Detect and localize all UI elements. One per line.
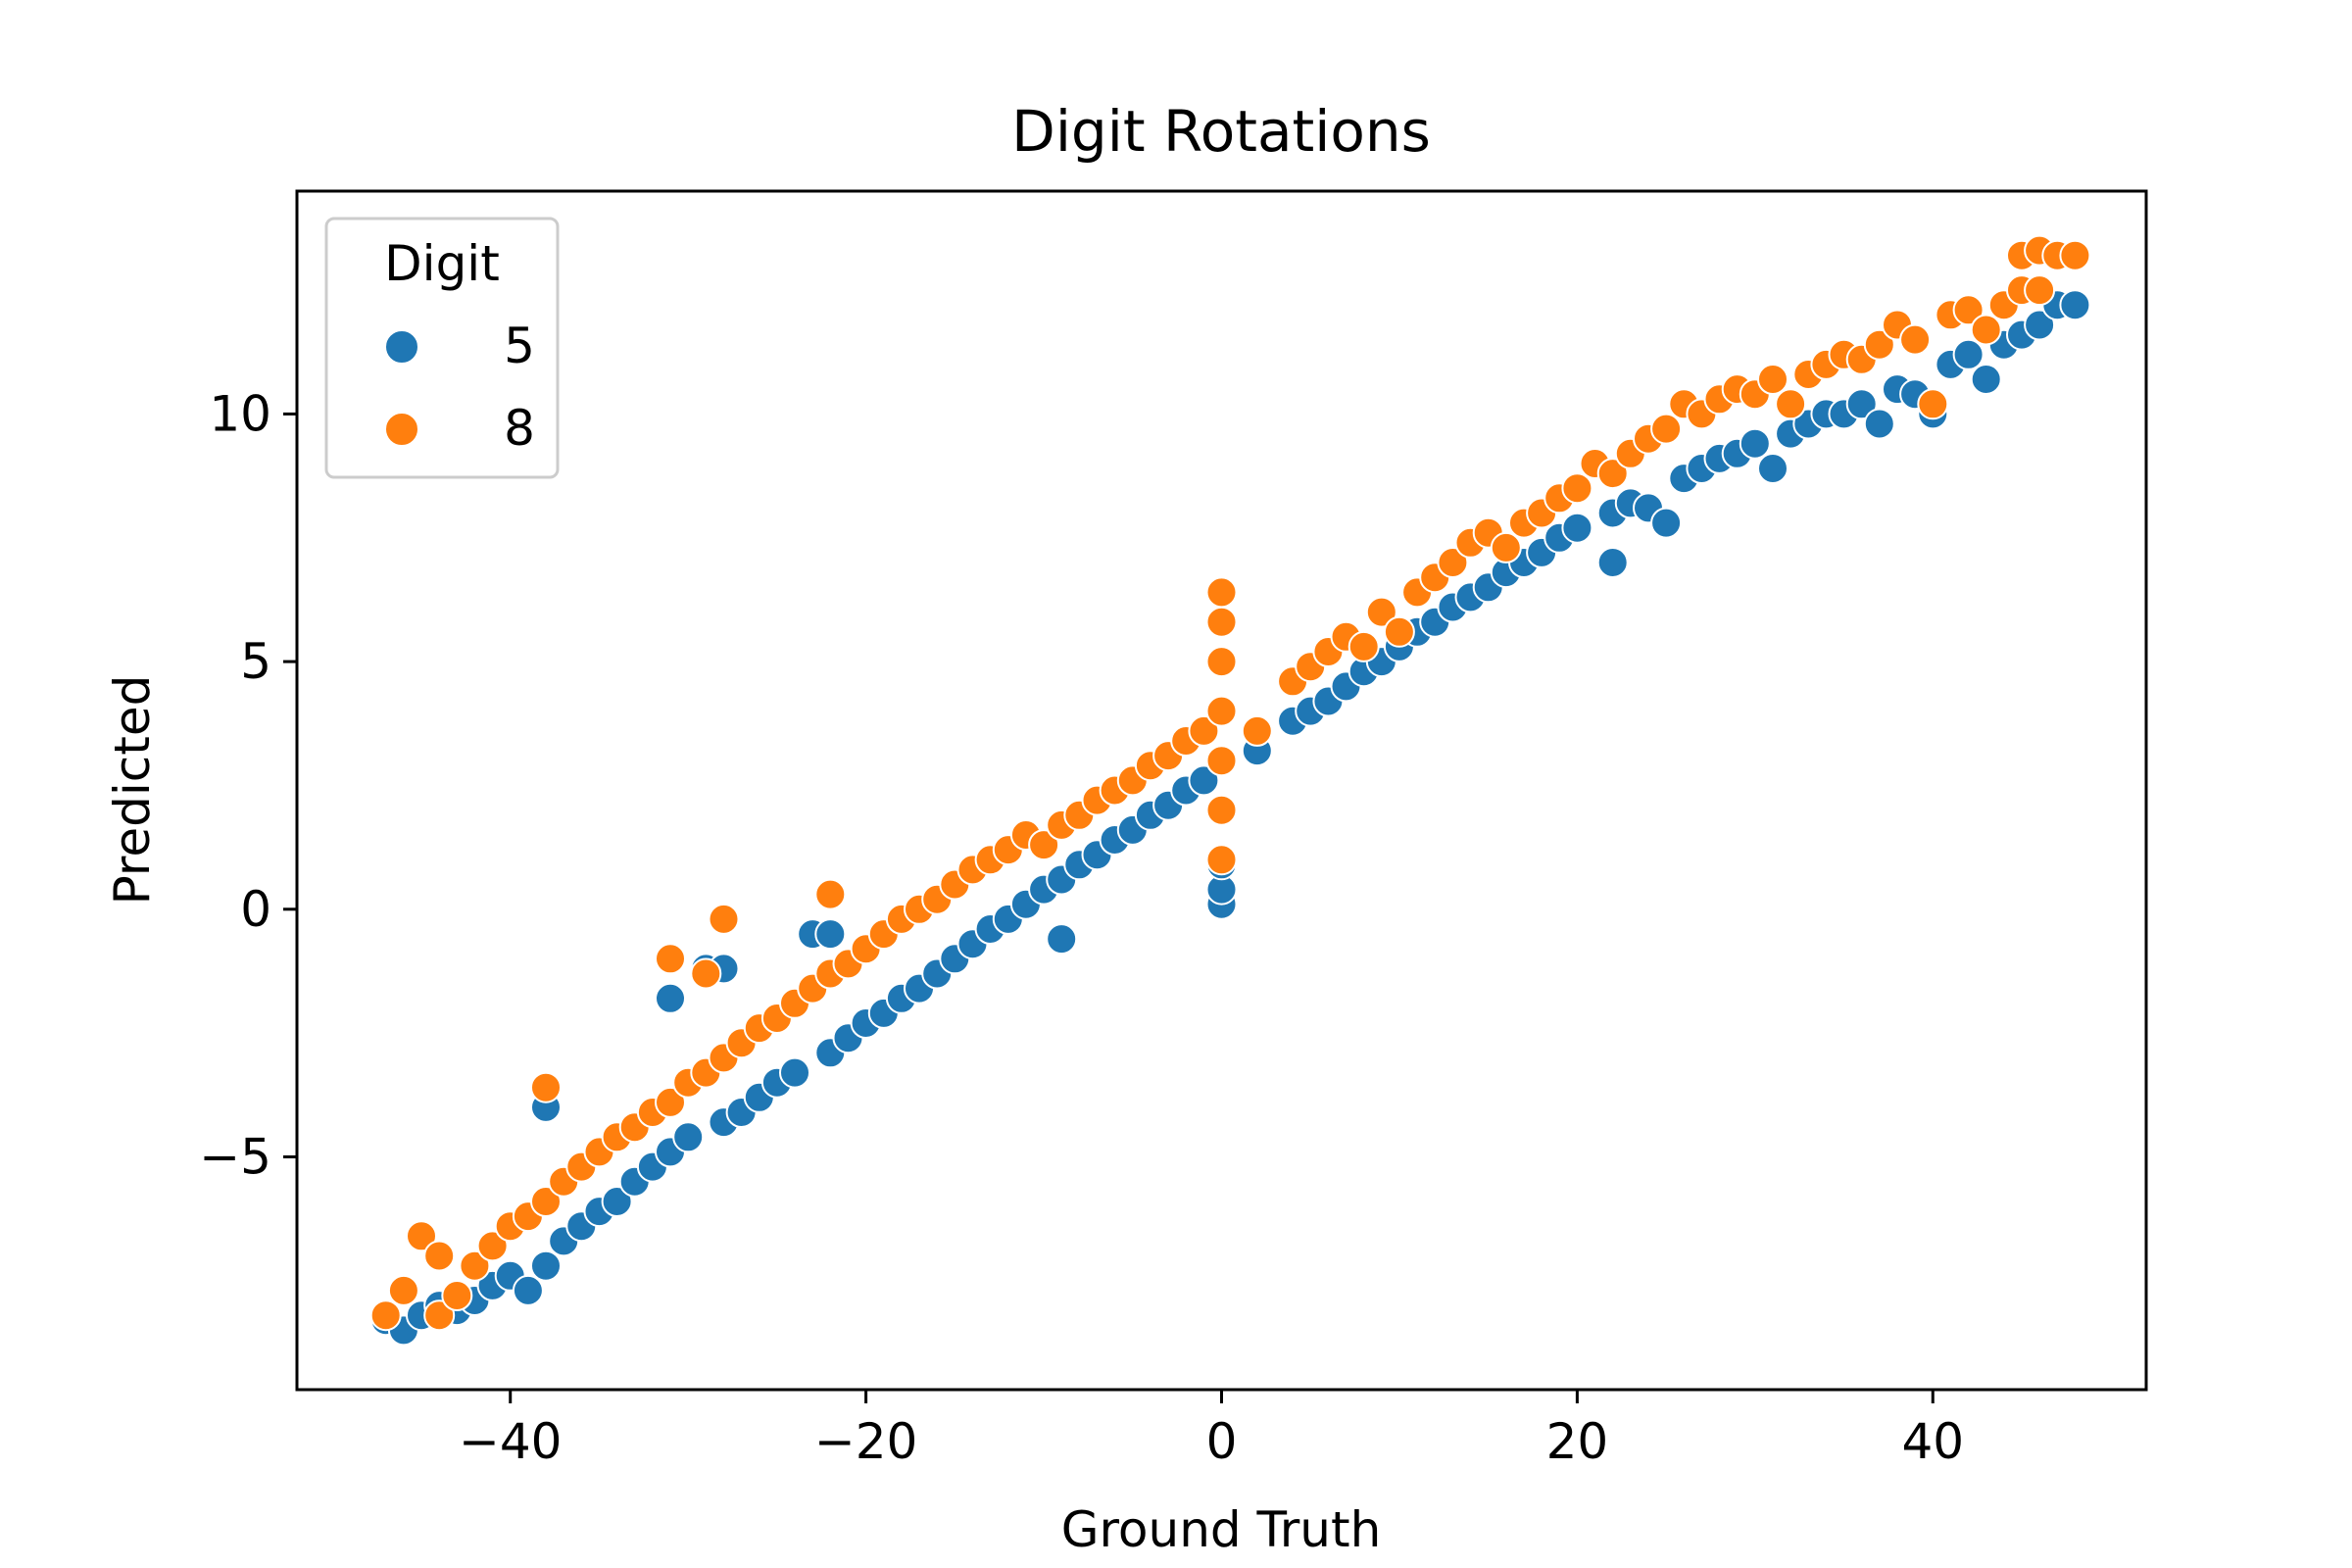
points-layer <box>369 234 2091 1347</box>
chart-title: Digit Rotations <box>1011 98 1431 165</box>
data-point-digit-5 <box>1188 764 1220 797</box>
data-point-digit-8 <box>1596 458 1629 490</box>
data-point-digit-5 <box>1561 512 1593 544</box>
legend-box <box>324 217 560 479</box>
data-point-digit-8 <box>1490 531 1522 564</box>
data-point-digit-8 <box>1241 714 1273 747</box>
data-point-digit-5 <box>672 1121 705 1153</box>
data-point-digit-8 <box>1970 314 2002 346</box>
y-tick-label: 5 <box>240 633 271 690</box>
data-point-digit-8 <box>1205 794 1238 826</box>
data-point-digit-8 <box>1028 829 1060 861</box>
data-point-digit-8 <box>1348 630 1380 662</box>
x-tick-label: 20 <box>1546 1413 1609 1470</box>
data-point-digit-8 <box>1205 606 1238 638</box>
data-point-digit-8 <box>1383 615 1415 648</box>
data-point-digit-8 <box>1205 695 1238 727</box>
data-point-digit-5 <box>512 1274 544 1306</box>
data-point-digit-8 <box>708 903 740 935</box>
data-point-digit-8 <box>441 1280 473 1311</box>
x-tick-label: 40 <box>1901 1413 1964 1470</box>
y-tick-label: 10 <box>209 385 271 442</box>
data-point-digit-8 <box>1437 547 1469 578</box>
legend-label-5: 5 <box>504 318 535 374</box>
data-point-digit-5 <box>2059 289 2091 321</box>
data-point-digit-5 <box>1650 507 1683 539</box>
data-point-digit-5 <box>1596 547 1629 578</box>
y-axis-label: Predicted <box>104 675 161 906</box>
data-point-digit-8 <box>459 1250 491 1282</box>
data-point-digit-5 <box>1970 364 2002 395</box>
legend-marker-8 <box>384 412 419 447</box>
data-point-digit-8 <box>1650 413 1683 445</box>
legend: Digit 5 8 <box>324 217 560 479</box>
data-point-digit-5 <box>601 1186 633 1217</box>
x-tick-label: −40 <box>459 1413 563 1470</box>
data-point-digit-8 <box>2059 239 2091 271</box>
data-point-digit-8 <box>1757 364 1788 395</box>
data-point-digit-8 <box>423 1240 456 1272</box>
data-point-digit-5 <box>779 1056 810 1089</box>
data-point-digit-8 <box>369 1299 402 1332</box>
data-point-digit-8 <box>1205 576 1238 609</box>
data-point-digit-8 <box>655 1086 686 1118</box>
data-point-digit-5 <box>655 982 686 1014</box>
data-point-digit-5 <box>1863 408 1895 440</box>
data-point-digit-8 <box>1917 388 1949 420</box>
data-point-digit-5 <box>1757 453 1788 484</box>
data-point-digit-8 <box>1899 323 1932 356</box>
data-point-digit-8 <box>2024 274 2056 307</box>
y-tick-label: 0 <box>240 881 271 938</box>
data-point-digit-8 <box>1205 646 1238 678</box>
x-axis-label: Ground Truth <box>1061 1501 1382 1558</box>
data-point-digit-8 <box>530 1186 562 1217</box>
data-point-digit-8 <box>655 943 686 975</box>
data-point-digit-8 <box>1205 844 1238 876</box>
data-point-digit-8 <box>1775 388 1807 420</box>
legend-label-8: 8 <box>504 400 535 457</box>
data-point-digit-8 <box>530 1071 562 1103</box>
y-ticks: −5 0 5 10 <box>199 385 297 1185</box>
data-point-digit-8 <box>690 957 722 990</box>
data-point-digit-8 <box>814 878 847 910</box>
data-point-digit-8 <box>423 1299 456 1332</box>
data-point-digit-5 <box>1845 388 1878 420</box>
data-point-digit-5 <box>814 918 847 951</box>
data-point-digit-8 <box>1561 472 1593 505</box>
data-point-digit-8 <box>1365 596 1397 628</box>
data-point-digit-8 <box>1188 714 1220 747</box>
data-point-digit-5 <box>530 1250 562 1282</box>
data-point-digit-8 <box>476 1230 509 1262</box>
data-point-digit-8 <box>387 1274 419 1306</box>
data-point-digit-8 <box>1952 294 1984 326</box>
data-point-digit-8 <box>1863 328 1895 361</box>
x-tick-label: −20 <box>814 1413 918 1470</box>
data-point-digit-5 <box>1046 923 1078 956</box>
legend-title: Digit <box>384 235 500 292</box>
data-point-digit-5 <box>1739 427 1771 460</box>
y-tick-label: −5 <box>199 1128 271 1185</box>
data-point-digit-5 <box>2024 309 2056 341</box>
x-ticks: −40 −20 0 20 40 <box>459 1390 1964 1470</box>
x-tick-label: 0 <box>1206 1413 1238 1470</box>
data-point-digit-5 <box>1952 338 1984 370</box>
data-point-digit-8 <box>406 1220 437 1252</box>
data-point-digit-8 <box>1205 745 1238 777</box>
legend-marker-5 <box>384 329 419 365</box>
